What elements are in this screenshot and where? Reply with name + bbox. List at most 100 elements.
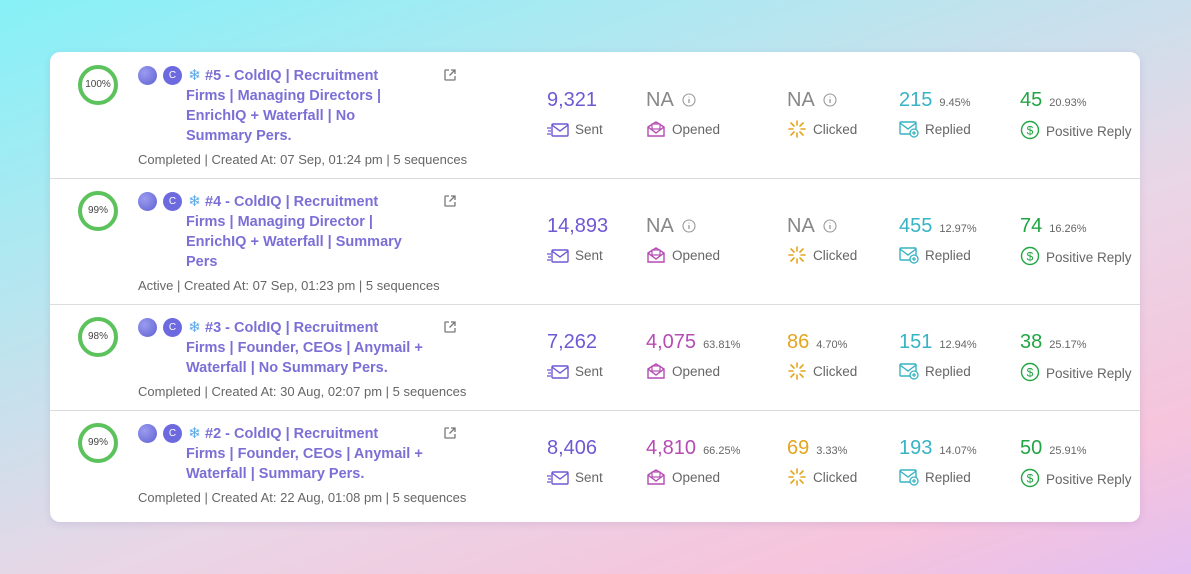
reply-envelope-icon xyxy=(899,121,919,138)
avatar-initial: C xyxy=(163,424,182,443)
svg-text:$: $ xyxy=(1027,124,1034,138)
opened-label: Opened xyxy=(672,122,721,137)
avatar xyxy=(138,66,157,85)
stat-clicked: NA Clicked xyxy=(787,88,857,140)
clicked-label: Clicked xyxy=(813,122,858,137)
replied-label: Replied xyxy=(925,248,971,263)
sent-count: 8,406 xyxy=(547,437,598,459)
svg-text:$: $ xyxy=(1027,472,1034,486)
svg-text:$: $ xyxy=(1027,250,1034,264)
campaign-meta: Completed | Created At: 07 Sep, 01:24 pm… xyxy=(138,152,468,167)
campaign-row[interactable]: 100% C ❄ #5 - ColdIQ | Recruitment Firms… xyxy=(50,52,1140,179)
clicked-label: Clicked xyxy=(813,470,858,485)
title-line: EnrichIQ + Waterfall | No xyxy=(186,108,356,124)
stat-clicked: 86 4.70% Clicked xyxy=(787,330,857,382)
opened-count: 4,075 xyxy=(646,331,697,353)
campaign-title-link[interactable]: #3 - ColdIQ | Recruitment Firms | Founde… xyxy=(186,318,446,378)
campaign-title-link[interactable]: #4 - ColdIQ | Recruitment Firms | Managi… xyxy=(186,192,426,272)
sent-label: Sent xyxy=(575,364,603,379)
stat-opened: 4,810 66.25% Opened xyxy=(646,436,740,488)
progress-ring: 99% xyxy=(77,422,119,464)
title-line: Firms | Founder, CEOs | Anymail + xyxy=(186,446,423,462)
snowflake-icon: ❄ xyxy=(188,425,201,442)
snowflake-icon: ❄ xyxy=(188,193,201,210)
replied-label: Replied xyxy=(925,470,971,485)
title-line: Firms | Founder, CEOs | Anymail + xyxy=(186,340,423,356)
replied-percent: 12.97% xyxy=(939,223,977,235)
opened-envelope-icon xyxy=(647,247,665,263)
sent-count: 9,321 xyxy=(547,89,598,111)
snowflake-icon: ❄ xyxy=(188,319,201,336)
progress-label: 99% xyxy=(87,205,108,216)
stat-replied: 215 9.45% Replied xyxy=(899,88,971,140)
stat-opened: 4,075 63.81% Opened xyxy=(646,330,740,382)
avatar-initial: C xyxy=(163,192,182,211)
progress-ring: 99% xyxy=(77,190,119,232)
stat-clicked: NA Clicked xyxy=(787,214,857,266)
dollar-icon: $ xyxy=(1020,468,1040,488)
external-link-icon[interactable] xyxy=(443,426,457,440)
stat-replied: 455 12.97% Replied xyxy=(899,214,977,266)
title-line: Firms | Managing Directors | xyxy=(186,88,382,104)
title-line: #4 - ColdIQ | Recruitment xyxy=(205,194,379,210)
progress-label: 100% xyxy=(85,79,111,90)
reply-envelope-icon xyxy=(899,469,919,486)
clicked-count: 69 xyxy=(787,437,810,459)
replied-percent: 12.94% xyxy=(939,339,977,351)
replied-count: 215 xyxy=(899,89,933,111)
positive-label: Positive Reply xyxy=(1046,366,1132,381)
sent-label: Sent xyxy=(575,122,603,137)
campaign-row[interactable]: 99% C ❄ #2 - ColdIQ | Recruitment Firms … xyxy=(50,410,1140,522)
reply-envelope-icon xyxy=(899,247,919,264)
info-icon[interactable] xyxy=(682,219,696,233)
clicked-percent: 3.33% xyxy=(816,445,848,457)
reply-envelope-icon xyxy=(899,363,919,380)
sent-envelope-icon xyxy=(547,471,569,485)
title-line: Firms | Managing Director | xyxy=(186,214,373,230)
stat-replied: 151 12.94% Replied xyxy=(899,330,977,382)
campaign-meta: Active | Created At: 07 Sep, 01:23 pm | … xyxy=(138,278,440,293)
title-line: #2 - ColdIQ | Recruitment xyxy=(205,426,379,442)
campaign-title-link[interactable]: #2 - ColdIQ | Recruitment Firms | Founde… xyxy=(186,424,446,484)
info-icon[interactable] xyxy=(823,219,837,233)
dollar-icon: $ xyxy=(1020,120,1040,140)
opened-envelope-icon xyxy=(647,121,665,137)
clicked-count: 86 xyxy=(787,331,810,353)
campaign-list-card: 100% C ❄ #5 - ColdIQ | Recruitment Firms… xyxy=(50,52,1140,522)
avatar xyxy=(138,318,157,337)
info-icon[interactable] xyxy=(682,93,696,107)
campaign-row[interactable]: 99% C ❄ #4 - ColdIQ | Recruitment Firms … xyxy=(50,178,1140,305)
sent-envelope-icon xyxy=(547,365,569,379)
replied-count: 151 xyxy=(899,331,933,353)
stat-sent: 7,262 Sent xyxy=(547,330,603,382)
opened-percent: 66.25% xyxy=(703,445,741,457)
external-link-icon[interactable] xyxy=(443,68,457,82)
opened-count: 4,810 xyxy=(646,437,697,459)
external-link-icon[interactable] xyxy=(443,320,457,334)
stat-positive: 38 25.17% $ Positive Reply xyxy=(1020,330,1132,382)
replied-percent: 9.45% xyxy=(939,97,971,109)
title-line: Pers xyxy=(186,254,218,270)
opened-count: NA xyxy=(646,215,674,237)
stat-positive: 50 25.91% $ Positive Reply xyxy=(1020,436,1132,488)
positive-label: Positive Reply xyxy=(1046,124,1132,139)
positive-count: 74 xyxy=(1020,215,1043,237)
avatar xyxy=(138,192,157,211)
positive-label: Positive Reply xyxy=(1046,472,1132,487)
positive-percent: 16.26% xyxy=(1049,223,1087,235)
campaign-title-link[interactable]: #5 - ColdIQ | Recruitment Firms | Managi… xyxy=(186,66,426,146)
title-line: #3 - ColdIQ | Recruitment xyxy=(205,320,379,336)
opened-envelope-icon xyxy=(647,469,665,485)
title-line: Waterfall | No Summary Pers. xyxy=(186,360,388,376)
opened-label: Opened xyxy=(672,470,721,485)
campaign-meta: Completed | Created At: 30 Aug, 02:07 pm… xyxy=(138,384,467,399)
info-icon[interactable] xyxy=(823,93,837,107)
dollar-icon: $ xyxy=(1020,362,1040,382)
opened-envelope-icon xyxy=(647,363,665,379)
external-link-icon[interactable] xyxy=(443,194,457,208)
stat-sent: 9,321 Sent xyxy=(547,88,603,140)
avatar-initial: C xyxy=(163,66,182,85)
avatar xyxy=(138,424,157,443)
sent-label: Sent xyxy=(575,248,603,263)
campaign-row[interactable]: 98% C ❄ #3 - ColdIQ | Recruitment Firms … xyxy=(50,304,1140,411)
